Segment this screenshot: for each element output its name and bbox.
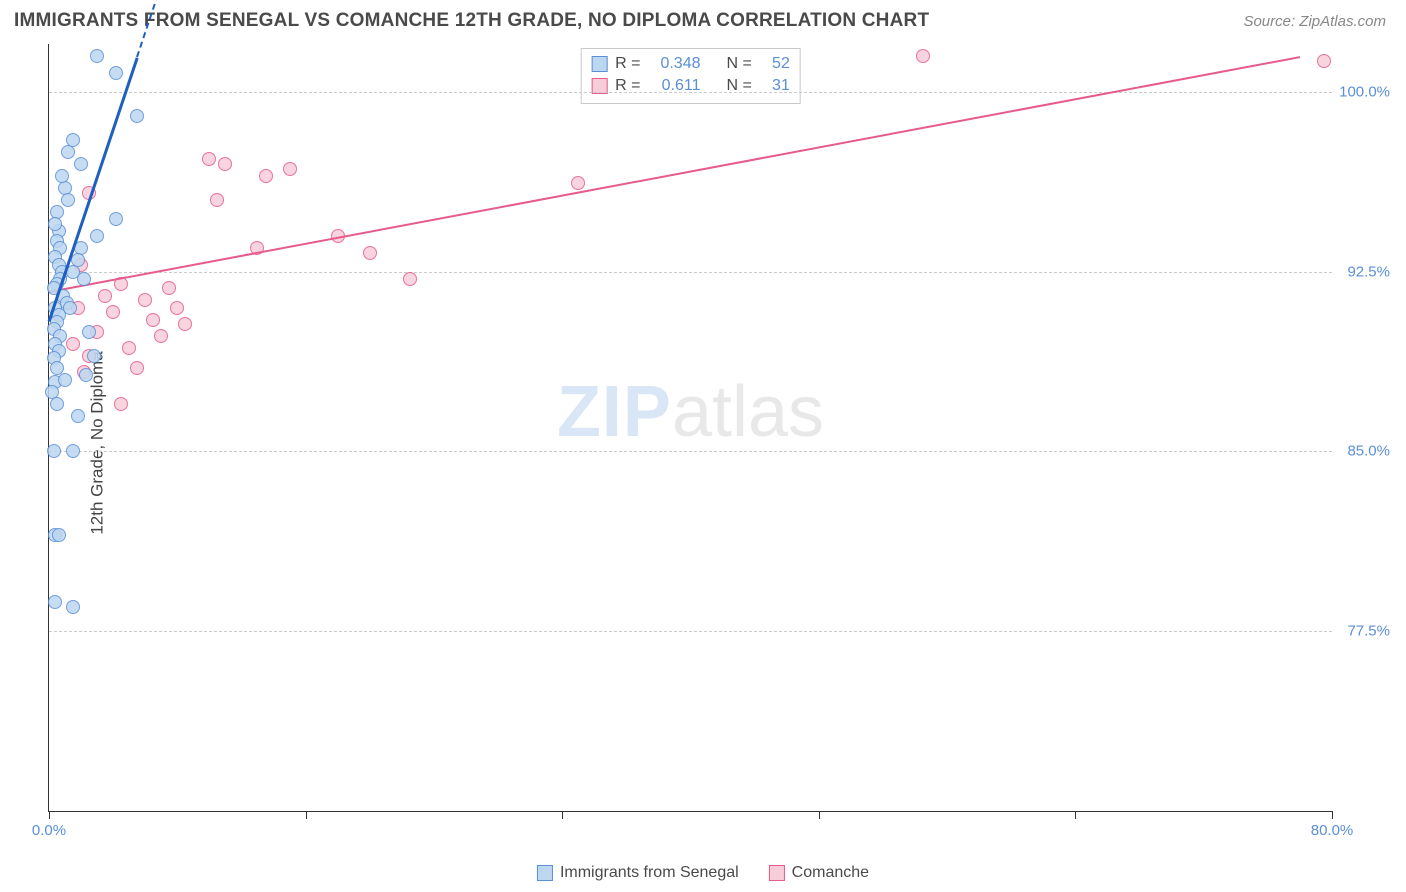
comanche-point (130, 361, 144, 375)
source-label: Source: ZipAtlas.com (1243, 13, 1386, 30)
senegal-point (71, 409, 85, 423)
n-value: 52 (760, 55, 790, 73)
x-tick-label: 0.0% (32, 822, 66, 839)
comanche-point (146, 313, 160, 327)
series-swatch (591, 56, 607, 72)
plot-region: ZIPatlas R =0.348N =52R =0.611N =31 77.5… (48, 44, 1332, 812)
chart-area: 12th Grade, No Diploma ZIPatlas R =0.348… (14, 44, 1392, 842)
comanche-point (363, 246, 377, 260)
comanche-point (403, 272, 417, 286)
r-value: 0.348 (649, 55, 701, 73)
comanche-point (259, 169, 273, 183)
comanche-point (114, 397, 128, 411)
x-tick (819, 811, 820, 819)
gridline (49, 272, 1332, 273)
y-tick-label: 77.5% (1347, 623, 1390, 640)
comanche-point (210, 193, 224, 207)
senegal-point (50, 397, 64, 411)
comanche-point (916, 49, 930, 63)
comanche-point (66, 337, 80, 351)
senegal-point (61, 193, 75, 207)
comanche-point (138, 293, 152, 307)
comanche-point (162, 281, 176, 295)
y-tick-label: 100.0% (1339, 83, 1390, 100)
senegal-point (47, 444, 61, 458)
x-tick (1075, 811, 1076, 819)
legend-label: Immigrants from Senegal (560, 864, 739, 882)
y-tick-label: 85.0% (1347, 443, 1390, 460)
comanche-point (1317, 54, 1331, 68)
comanche-point (218, 157, 232, 171)
senegal-point (79, 368, 93, 382)
legend-item: Comanche (769, 864, 869, 882)
x-tick (306, 811, 307, 819)
watermark-atlas: atlas (672, 372, 824, 452)
watermark: ZIPatlas (557, 371, 824, 453)
senegal-point (66, 600, 80, 614)
gridline (49, 631, 1332, 632)
legend-swatch (537, 865, 553, 881)
legend-item: Immigrants from Senegal (537, 864, 739, 882)
x-tick (562, 811, 563, 819)
gridline (49, 451, 1332, 452)
legend-label: Comanche (792, 864, 869, 882)
senegal-point (82, 325, 96, 339)
senegal-point (74, 157, 88, 171)
legend: Immigrants from Senegal Comanche (537, 864, 869, 882)
comanche-point (178, 317, 192, 331)
y-tick-label: 92.5% (1347, 263, 1390, 280)
comanche-point (122, 341, 136, 355)
comanche-point (202, 152, 216, 166)
comanche-point (170, 301, 184, 315)
comanche-point (154, 329, 168, 343)
senegal-point (77, 272, 91, 286)
x-tick-label: 80.0% (1311, 822, 1354, 839)
watermark-zip: ZIP (557, 372, 672, 452)
senegal-point (109, 66, 123, 80)
stat-row: R =0.611N =31 (591, 75, 790, 97)
comanche-point (571, 176, 585, 190)
legend-swatch (769, 865, 785, 881)
gridline (49, 92, 1332, 93)
senegal-point (48, 595, 62, 609)
comanche-point (98, 289, 112, 303)
senegal-point (58, 373, 72, 387)
correlation-stats-box: R = 0.348 N = 52 R =0.611N =31 (580, 48, 801, 104)
stat-row: R = 0.348 N = 52 (591, 53, 790, 75)
senegal-point (63, 301, 77, 315)
senegal-point (66, 444, 80, 458)
x-tick (49, 811, 50, 819)
comanche-point (106, 305, 120, 319)
senegal-point (87, 349, 101, 363)
senegal-point (90, 49, 104, 63)
senegal-point (90, 229, 104, 243)
senegal-point (55, 169, 69, 183)
comanche-point (283, 162, 297, 176)
senegal-point (66, 133, 80, 147)
r-label: R = (615, 55, 640, 73)
header: IMMIGRANTS FROM SENEGAL VS COMANCHE 12TH… (0, 0, 1406, 38)
senegal-point (109, 212, 123, 226)
senegal-point (61, 145, 75, 159)
n-label: N = (727, 55, 752, 73)
x-tick (1332, 811, 1333, 819)
senegal-point (52, 528, 66, 542)
senegal-point (48, 217, 62, 231)
senegal-point (130, 109, 144, 123)
